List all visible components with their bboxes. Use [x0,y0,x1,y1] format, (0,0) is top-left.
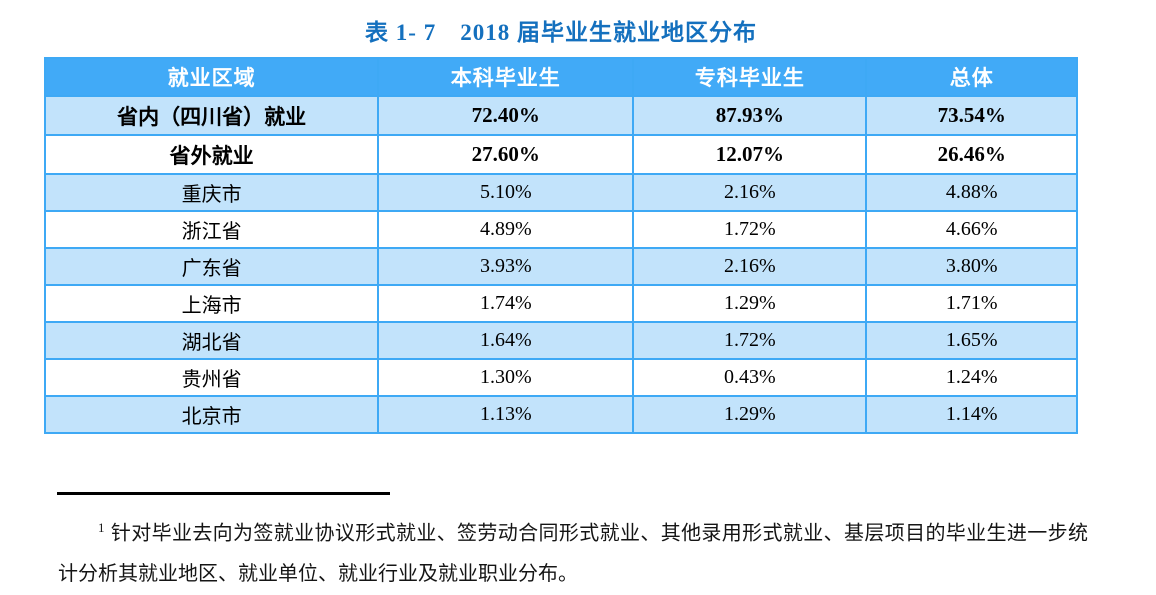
footnote-text: 针对毕业去向为签就业协议形式就业、签劳动合同形式就业、其他录用形式就业、基层项目… [58,522,1088,585]
college-cell: 12.07% [632,134,868,175]
overall-cell: 4.66% [865,210,1078,249]
region-cell: 北京市 [43,395,380,434]
college-cell: 2.16% [632,247,868,286]
column-header-overall: 总体 [865,57,1078,97]
column-header-undergrad: 本科毕业生 [377,57,635,97]
region-cell: 重庆市 [43,173,380,212]
footnote: 1 针对毕业去向为签就业协议形式就业、签劳动合同形式就业、其他录用形式就业、基层项… [58,508,1088,594]
employment-region-table: 就业区域 本科毕业生 专科毕业生 总体 省内（四川省）就业 72.40% 87.… [43,57,1078,434]
region-cell: 湖北省 [43,321,380,360]
table-row-guizhou: 贵州省 1.30% 0.43% 1.24% [43,358,1078,397]
undergrad-cell: 72.40% [377,95,635,136]
table-row-zhejiang: 浙江省 4.89% 1.72% 4.66% [43,210,1078,249]
column-header-region: 就业区域 [43,57,380,97]
college-cell: 2.16% [632,173,868,212]
overall-cell: 1.71% [865,284,1078,323]
overall-cell: 1.14% [865,395,1078,434]
footnote-separator [57,492,390,495]
table-row-hubei: 湖北省 1.64% 1.72% 1.65% [43,321,1078,360]
undergrad-cell: 27.60% [377,134,635,175]
overall-cell: 1.24% [865,358,1078,397]
table-row-beijing: 北京市 1.13% 1.29% 1.14% [43,395,1078,434]
region-cell: 浙江省 [43,210,380,249]
overall-cell: 26.46% [865,134,1078,175]
region-cell: 省外就业 [43,134,380,175]
region-cell: 贵州省 [43,358,380,397]
overall-cell: 3.80% [865,247,1078,286]
college-cell: 1.29% [632,395,868,434]
college-cell: 1.29% [632,284,868,323]
table-row-chongqing: 重庆市 5.10% 2.16% 4.88% [43,173,1078,212]
undergrad-cell: 1.30% [377,358,635,397]
table-row-out-of-province: 省外就业 27.60% 12.07% 26.46% [43,134,1078,175]
overall-cell: 1.65% [865,321,1078,360]
college-cell: 0.43% [632,358,868,397]
undergrad-cell: 5.10% [377,173,635,212]
column-header-college: 专科毕业生 [632,57,868,97]
overall-cell: 73.54% [865,95,1078,136]
overall-cell: 4.88% [865,173,1078,212]
table-title: 表 1- 7 2018 届毕业生就业地区分布 [365,20,757,45]
table-header-row: 就业区域 本科毕业生 专科毕业生 总体 [43,57,1078,97]
region-cell: 广东省 [43,247,380,286]
table-row-shanghai: 上海市 1.74% 1.29% 1.71% [43,284,1078,323]
undergrad-cell: 3.93% [377,247,635,286]
undergrad-cell: 1.64% [377,321,635,360]
table-row-in-province: 省内（四川省）就业 72.40% 87.93% 73.54% [43,95,1078,136]
undergrad-cell: 1.74% [377,284,635,323]
table-row-guangdong: 广东省 3.93% 2.16% 3.80% [43,247,1078,286]
undergrad-cell: 1.13% [377,395,635,434]
college-cell: 87.93% [632,95,868,136]
region-cell: 上海市 [43,284,380,323]
region-cell: 省内（四川省）就业 [43,95,380,136]
footnote-marker: 1 [98,520,105,535]
college-cell: 1.72% [632,321,868,360]
college-cell: 1.72% [632,210,868,249]
undergrad-cell: 4.89% [377,210,635,249]
